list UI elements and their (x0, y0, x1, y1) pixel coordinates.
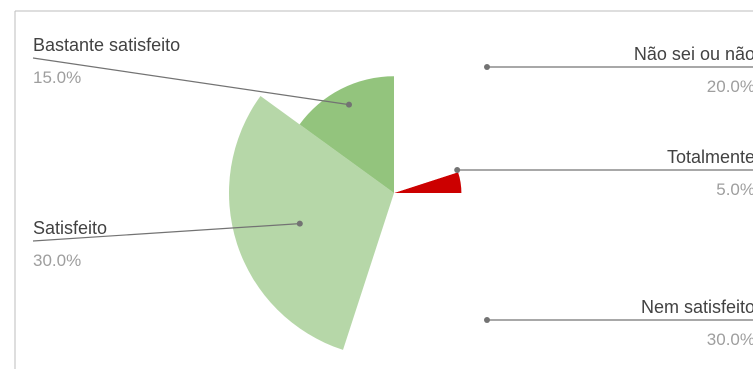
leader-dot-satisfeito (296, 220, 303, 227)
leader-dot-bastante-satisfeito (346, 101, 352, 108)
pie-slice-bastante-satisfeito (299, 76, 394, 193)
leader-dot-nem-satisfeito (484, 317, 490, 323)
slice-label-satisfeito: Satisfeito (33, 218, 107, 238)
leader-dot-nao-sei-ou-nao (484, 64, 490, 70)
slice-label-bastante-satisfeito: Bastante satisfeito (33, 35, 180, 55)
pie-slice-nem-satisfeito (343, 193, 559, 358)
slice-value-bastante-satisfeito: 15.0% (33, 68, 81, 87)
slice-value-nao-sei-ou-nao: 20.0% (707, 77, 753, 96)
slice-value-nem-satisfeito: 30.0% (707, 330, 753, 349)
leader-line-satisfeito (32, 223, 300, 242)
slice-label-nao-sei-ou-nao: Não sei ou não (634, 44, 753, 64)
pie-slices (228, 58, 559, 358)
slice-label-totalmente: Totalmente (667, 147, 753, 167)
leader-dot-totalmente (454, 167, 461, 173)
leader-line-bastante-satisfeito (32, 57, 350, 106)
slice-value-satisfeito: 30.0% (33, 251, 81, 270)
pie-slice-totalmente (394, 172, 462, 193)
slice-value-totalmente: 5.0% (716, 180, 753, 199)
slice-label-nem-satisfeito: Nem satisfeito (641, 297, 753, 317)
pie-labels: Totalmente 5.0% Nem satisfeito 30.0% Satisfe… (32, 35, 753, 349)
pie-slice-satisfeito (228, 96, 394, 350)
pie-slice-nao-sei-ou-nao (394, 58, 523, 193)
